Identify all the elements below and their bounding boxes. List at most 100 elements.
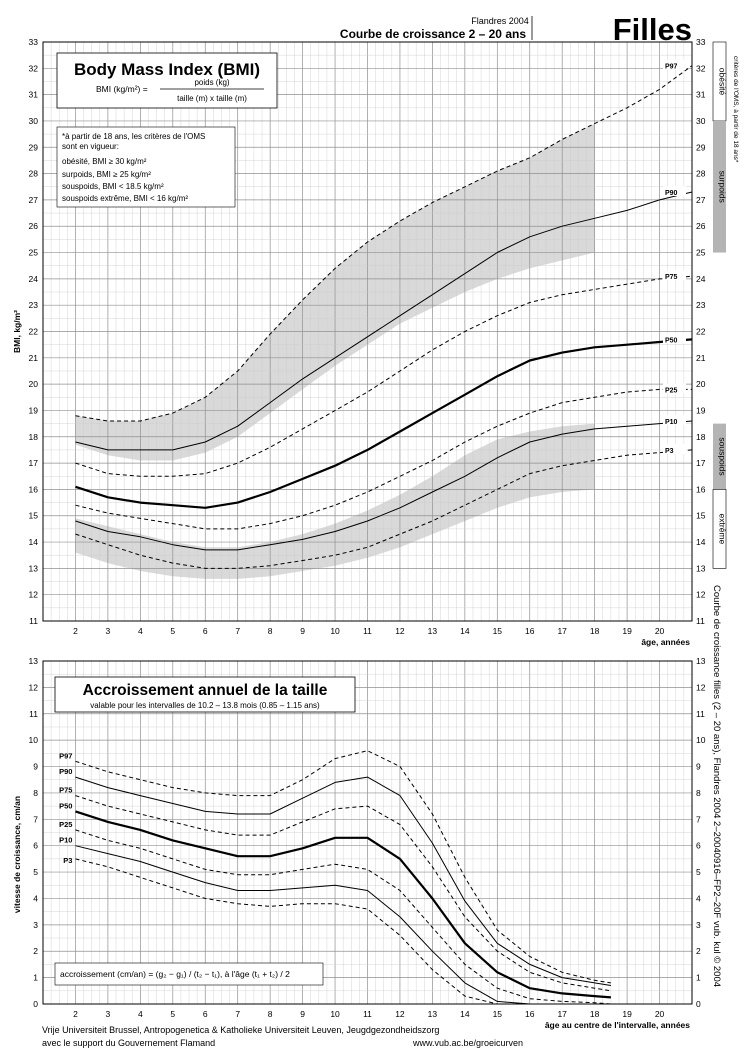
bmi-title-box [56, 52, 278, 109]
y-tick-label-left: 20 [29, 379, 39, 389]
y-tick-label-right: 12 [696, 590, 706, 600]
series-line-p25 [75, 829, 611, 1005]
criteria-note: critères de l'OMS, à partir de 18 ans* [732, 56, 739, 163]
y-tick-label-right: 21 [696, 353, 706, 363]
bmi-note-line: obésité, BMI ≥ 30 kg/m² [62, 157, 147, 166]
y-tick-label-right: 13 [696, 656, 706, 666]
series-line-p75 [75, 275, 693, 477]
y-tick-label-right: 12 [696, 682, 706, 692]
series-line-p50 [75, 338, 693, 509]
y-tick-label-right: 31 [696, 90, 706, 100]
velocity-title-box [54, 676, 356, 713]
series-label-bg [663, 59, 686, 70]
series-label-p75: P75 [59, 786, 72, 795]
criteria-band-extrême [712, 489, 727, 569]
y-tick-label-right: 32 [696, 63, 706, 73]
y-tick-label-left: 14 [29, 537, 39, 547]
x-tick-label: 16 [525, 626, 535, 636]
series-label-p97: P97 [665, 64, 678, 71]
bmi-formula-numerator: poids (kg) [194, 78, 229, 87]
bmi-formula-denominator: taille (m) x taille (m) [177, 94, 247, 103]
bmi-note-line: surpoids, BMI ≥ 25 kg/m² [62, 170, 151, 179]
series-label-bg [663, 414, 686, 425]
x-tick-label: 5 [170, 1009, 175, 1019]
y-tick-label-right: 26 [696, 221, 706, 231]
series-line-p97 [75, 65, 693, 422]
criteria-label-souspoids: souspoids [718, 437, 728, 475]
series-label-bg [663, 270, 686, 281]
y-tick-label-right: 14 [696, 537, 706, 547]
x-tick-label: 20 [655, 1009, 665, 1019]
y-tick-label-left: 23 [29, 300, 39, 310]
x-tick-label: 17 [557, 626, 567, 636]
series-line-p50 [75, 810, 611, 999]
y-tick-label-right: 3 [696, 920, 701, 930]
y-tick-label-right: 7 [696, 814, 701, 824]
y-tick-label-right: 29 [696, 142, 706, 152]
y-tick-label-right: 2 [696, 946, 701, 956]
x-tick-label: 2 [73, 1009, 78, 1019]
y-tick-label-left: 22 [29, 327, 39, 337]
bmi-formula-lhs: BMI (kg/m²) = [96, 84, 148, 94]
y-tick-label-left: 28 [29, 169, 39, 179]
y-tick-label-left: 3 [33, 920, 38, 930]
series-line-p10 [75, 420, 693, 551]
y-tick-label-right: 22 [696, 327, 706, 337]
y-tick-label-right: 19 [696, 405, 706, 415]
series-label-p90: P90 [59, 767, 72, 776]
y-tick-label-right: 13 [696, 563, 706, 573]
x-tick-label: 7 [235, 626, 240, 636]
grid [42, 660, 693, 1005]
series-line-p97 [75, 750, 611, 984]
x-tick-label: 18 [590, 626, 600, 636]
bmi-title: Body Mass Index (BMI) [74, 60, 260, 79]
y-tick-label-left: 24 [29, 274, 39, 284]
x-tick-label: 16 [525, 1009, 535, 1019]
x-tick-label: 6 [203, 1009, 208, 1019]
y-tick-label-left: 19 [29, 405, 39, 415]
y-tick-label-left: 17 [29, 458, 39, 468]
series-label-bg [663, 443, 686, 454]
y-tick-label-right: 8 [696, 788, 701, 798]
y-tick-label-right: 0 [696, 999, 701, 1009]
x-tick-label: 19 [622, 626, 632, 636]
y-tick-label-left: 11 [29, 709, 38, 719]
y-tick-label-right: 28 [696, 169, 706, 179]
series-label-p3: P3 [63, 856, 72, 865]
bmi-note-line: souspoids, BMI < 18.5 kg/m² [62, 182, 164, 191]
y-tick-label-left: 0 [33, 999, 38, 1009]
series-label-p97: P97 [59, 751, 72, 760]
y-tick-label-left: 29 [29, 142, 39, 152]
y-tick-label-left: 5 [33, 867, 38, 877]
footer-line1: Vrije Universiteit Brussel, Antropogenet… [42, 1025, 439, 1035]
x-tick-label: 11 [363, 1009, 372, 1019]
y-tick-label-left: 6 [33, 841, 38, 851]
y-tick-label-right: 23 [696, 300, 706, 310]
series-line-p10 [75, 845, 611, 1005]
x-tick-label: 12 [395, 626, 405, 636]
y-tick-label-left: 10 [29, 735, 39, 745]
x-tick-label: 18 [590, 1009, 600, 1019]
y-tick-label-left: 11 [29, 616, 38, 626]
y-tick-label-left: 25 [29, 248, 39, 258]
bmi-chart: 11 11 12 12 13 13 14 14 15 15 16 16 17 17 18 18 19 19 20 20… [12, 37, 728, 647]
series-line-p90 [75, 191, 693, 451]
y-tick-label-right: 10 [696, 735, 706, 745]
x-tick-label: 2 [73, 626, 78, 636]
x-tick-label: 15 [493, 1009, 503, 1019]
y-tick-label-left: 9 [33, 762, 38, 772]
series-label-p25: P25 [59, 820, 72, 829]
sex-label: Filles [613, 12, 692, 47]
source-line: Flandres 2004 [471, 16, 529, 26]
series-label-p10: P10 [59, 836, 72, 845]
y-tick-label-left: 30 [29, 116, 39, 126]
x-tick-label: 10 [330, 1009, 340, 1019]
y-tick-label-right: 17 [696, 458, 706, 468]
series-label-p3: P3 [665, 448, 674, 455]
series-label-p75: P75 [665, 274, 678, 281]
y-tick-label-left: 26 [29, 221, 39, 231]
y-tick-label-right: 5 [696, 867, 701, 877]
criteria-band-surpoids [713, 120, 726, 253]
y-tick-label-right: 9 [696, 762, 701, 772]
